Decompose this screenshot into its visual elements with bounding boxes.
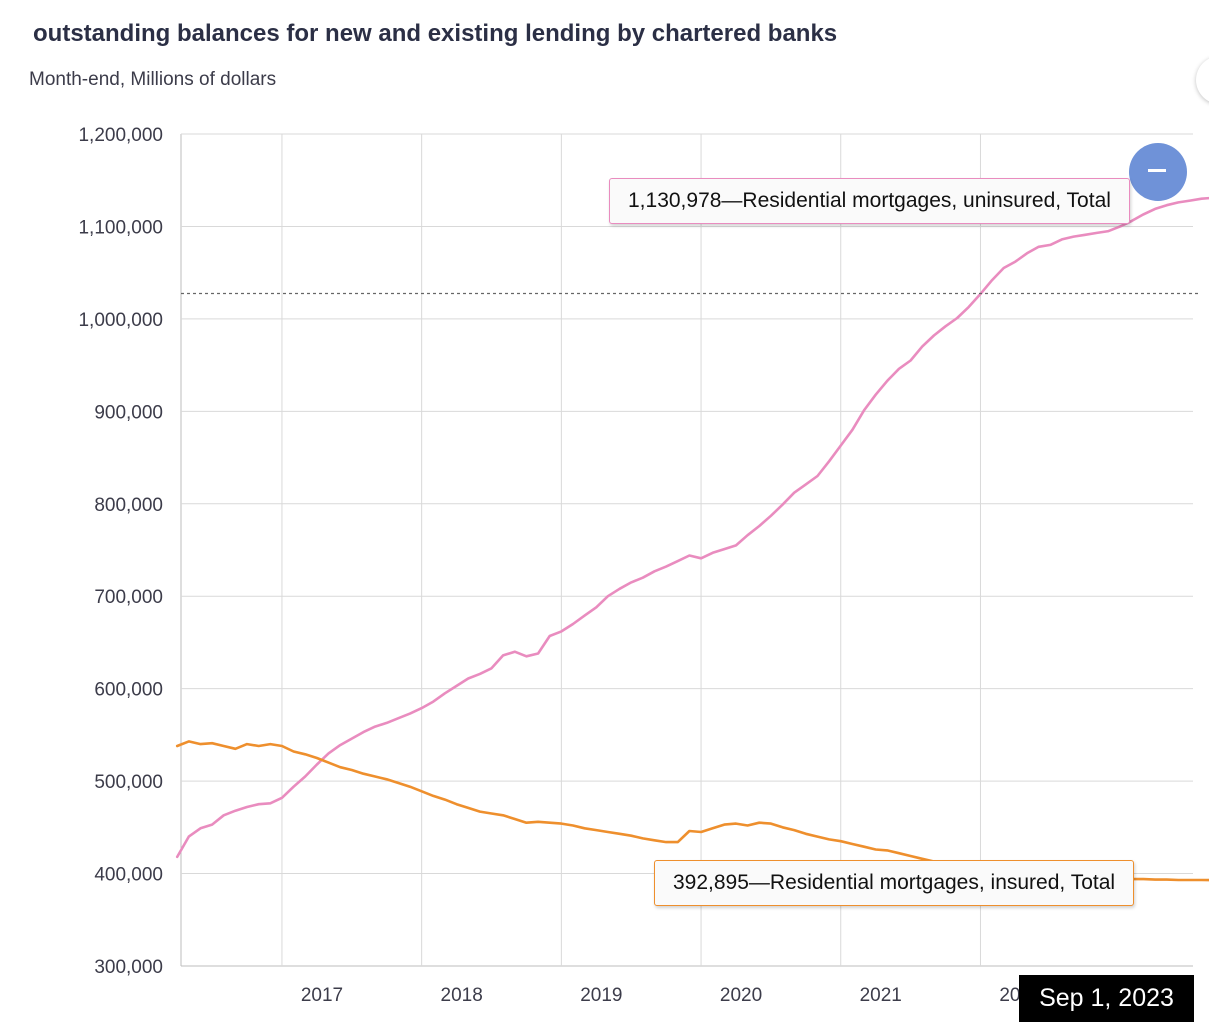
y-tick-label: 900,000: [94, 402, 163, 423]
minus-icon: [1148, 169, 1166, 172]
y-tick-label: 1,200,000: [78, 125, 163, 146]
series-layer: [175, 196, 1209, 882]
x-tick-label: 2021: [860, 985, 902, 1006]
x-axis-ticks: 201720182019202020212022: [301, 985, 1042, 1006]
x-tick-label: 2018: [441, 985, 483, 1006]
y-tick-label: 500,000: [94, 772, 163, 793]
y-axis-ticks: 300,000 400,000 500,000 600,000 700,000 800,0…: [78, 125, 163, 978]
y-tick-label: 300,000: [94, 957, 163, 978]
x-tick-label: 2020: [720, 985, 762, 1006]
collapse-button[interactable]: [1129, 143, 1187, 201]
y-tick-label: 400,000: [94, 865, 163, 886]
tooltip-insured: 392,895—Residential mortgages, insured, …: [654, 860, 1135, 906]
y-tick-label: 1,100,000: [78, 217, 163, 238]
series-line-uninsured: [175, 196, 1209, 859]
x-tick-label: 2017: [301, 985, 343, 1006]
y-tick-label: 800,000: [94, 495, 163, 516]
crosshair-date-label: Sep 1, 2023: [1019, 975, 1194, 1022]
y-tick-label: 1,000,000: [78, 310, 163, 331]
x-tick-label: 2019: [580, 985, 622, 1006]
chart-title: outstanding balances for new and existin…: [33, 20, 838, 47]
tooltip-uninsured: 1,130,978—Residential mortgages, uninsur…: [609, 178, 1130, 224]
chart-subtitle: Month-end, Millions of dollars: [29, 69, 277, 90]
y-tick-label: 600,000: [94, 680, 163, 701]
side-panel-toggle[interactable]: [1196, 56, 1209, 104]
y-tick-label: 700,000: [94, 587, 163, 608]
grid: [180, 133, 1193, 967]
crosshair: [181, 292, 1198, 295]
